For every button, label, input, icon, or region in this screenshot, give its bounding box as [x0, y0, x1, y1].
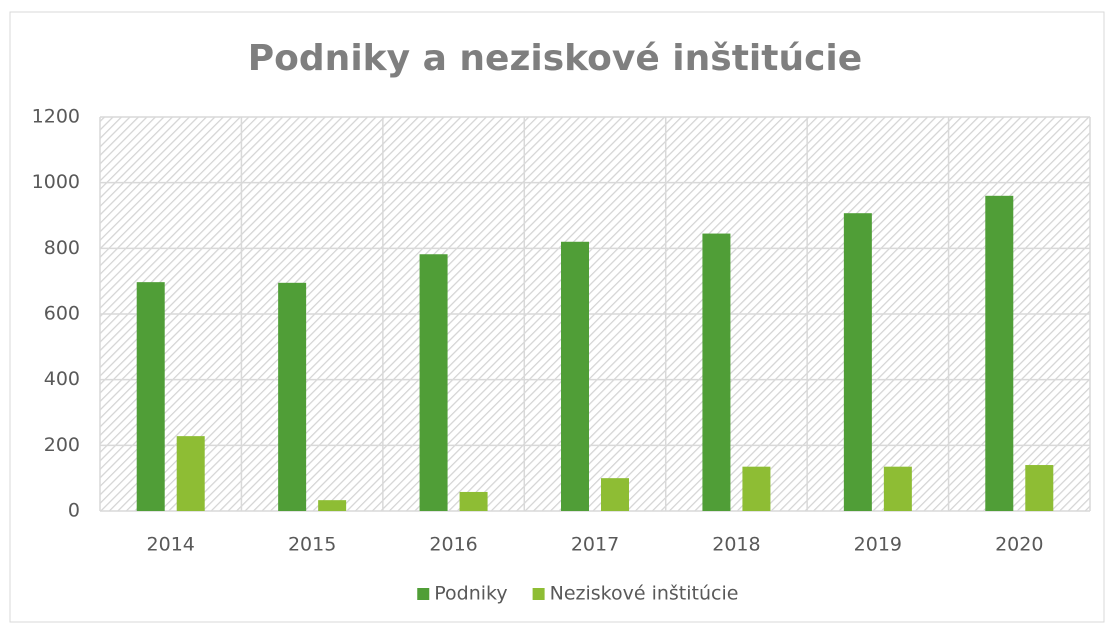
bar [985, 195, 1014, 512]
bar [742, 466, 771, 511]
chart-title: Podniky a neziskové inštitúcie [248, 38, 862, 79]
legend-label: Neziskové inštitúcie [550, 583, 739, 605]
y-tick-label: 1200 [32, 106, 80, 128]
y-tick-label: 1000 [32, 171, 80, 193]
x-tick-label: 2018 [712, 534, 760, 556]
bar [883, 466, 912, 511]
y-tick-label: 600 [44, 303, 80, 325]
legend-swatch [417, 588, 430, 600]
x-tick-label: 2020 [995, 534, 1043, 556]
bar [459, 491, 488, 511]
y-tick-label: 0 [68, 500, 80, 522]
y-tick-label: 800 [44, 237, 80, 259]
legend-swatch [532, 588, 545, 600]
bar [419, 254, 448, 511]
bar [278, 282, 307, 511]
bar [601, 478, 629, 511]
bar [318, 500, 347, 511]
bar [843, 213, 872, 511]
x-tick-label: 2016 [429, 534, 477, 556]
bar [176, 436, 205, 511]
x-tick-label: 2014 [147, 534, 195, 556]
legend-label: Podniky [434, 583, 507, 605]
x-tick-label: 2015 [288, 534, 336, 556]
bar [561, 241, 589, 511]
y-tick-label: 400 [44, 368, 80, 390]
bar [1025, 465, 1054, 511]
bar [702, 233, 731, 511]
x-tick-label: 2017 [571, 534, 619, 556]
bar [136, 282, 165, 511]
x-tick-label: 2019 [854, 534, 902, 556]
y-tick-label: 200 [44, 434, 80, 456]
